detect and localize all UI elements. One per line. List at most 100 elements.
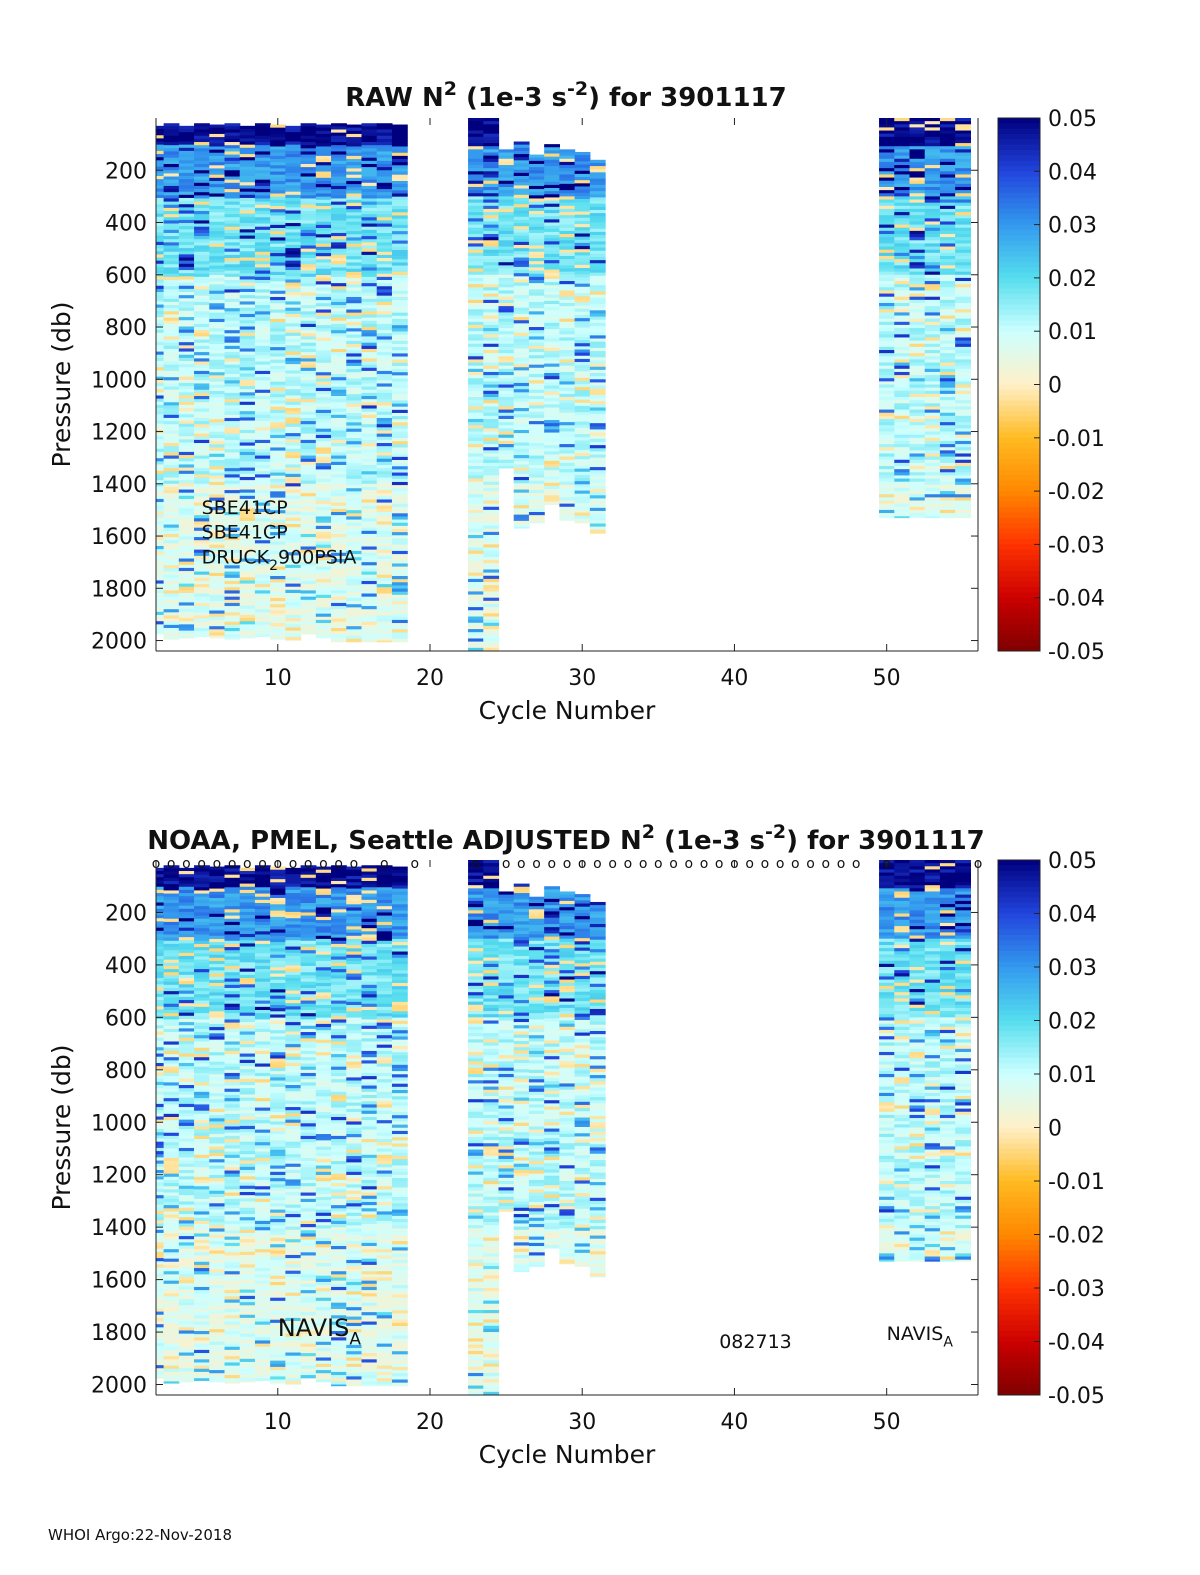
n2-cell: [331, 430, 347, 435]
n2-cell: [361, 427, 378, 431]
n2-cell: [513, 370, 530, 374]
n2-cell: [270, 594, 286, 599]
n2-cell: [194, 320, 210, 325]
n2-cell: [270, 184, 286, 188]
n2-cell: [178, 555, 195, 559]
n2-cell: [285, 301, 302, 305]
colorbar-segment: [998, 389, 1040, 396]
n2-cell: [300, 493, 317, 497]
n2-cell: [254, 311, 271, 315]
n2-cell: [178, 232, 195, 236]
n2-cell: [254, 577, 271, 582]
n2-cell: [376, 599, 393, 604]
n2-cell: [376, 414, 393, 419]
n2-cell: [331, 590, 347, 594]
n2-cell: [483, 469, 500, 473]
n2-cell: [209, 309, 226, 314]
n2-cell: [559, 418, 576, 423]
n2-cell: [574, 405, 591, 410]
n2-cell: [156, 210, 165, 215]
n2-cell: [939, 412, 956, 417]
n2-cell: [331, 182, 347, 187]
n2-cell: [544, 194, 560, 198]
n2-cell: [924, 378, 941, 382]
n2-cell: [879, 475, 895, 479]
n2-cell: [194, 383, 210, 387]
n2-cell: [285, 260, 302, 265]
n2-cell: [163, 298, 180, 303]
profile-column-cycle-8: [239, 125, 256, 639]
n2-cell: [194, 198, 210, 203]
n2-cell: [955, 118, 971, 122]
n2-cell: [300, 245, 317, 250]
n2-cell: [178, 536, 195, 541]
n2-cell: [285, 426, 302, 431]
n2-cell: [156, 160, 165, 164]
n2-cell: [156, 589, 165, 594]
n2-cell: [300, 383, 317, 387]
n2-cell: [239, 307, 256, 312]
n2-cell: [194, 464, 210, 469]
n2-cell: [879, 315, 895, 320]
n2-cell: [315, 422, 332, 426]
n2-cell: [924, 127, 941, 131]
n2-cell: [315, 265, 332, 270]
n2-cell: [955, 171, 971, 175]
n2-cell: [239, 323, 256, 327]
n2-cell: [528, 348, 545, 353]
n2-cell: [909, 312, 926, 316]
n2-cell: [156, 880, 165, 885]
n2-cell: [209, 425, 226, 430]
n2-cell: [163, 286, 180, 290]
n2-cell: [376, 405, 393, 409]
n2-cell: [254, 270, 271, 275]
n2-cell: [391, 387, 408, 392]
n2-cell: [178, 636, 195, 639]
n2-cell: [163, 245, 180, 250]
n2-cell: [315, 400, 332, 404]
n2-cell: [346, 152, 363, 157]
n2-cell: [194, 195, 210, 199]
n2-cell: [955, 262, 971, 266]
n2-cell: [955, 186, 971, 191]
n2-cell: [468, 218, 484, 222]
n2-cell: [361, 480, 378, 485]
n2-cell: [315, 431, 332, 436]
n2-cell: [224, 333, 241, 337]
n2-cell: [300, 540, 317, 544]
n2-cell: [239, 260, 256, 265]
n2-cell: [163, 486, 180, 491]
n2-cell: [483, 274, 500, 279]
n2-cell: [939, 459, 956, 464]
n2-cell: [361, 333, 378, 337]
n2-cell: [331, 574, 347, 579]
n2-cell: [544, 432, 560, 437]
n2-cell: [315, 469, 332, 473]
n2-cell: [909, 186, 926, 191]
n2-cell: [300, 232, 317, 237]
n2-cell: [483, 481, 500, 486]
n2-cell: [574, 155, 591, 159]
n2-cell: [498, 196, 515, 200]
n2-cell: [391, 171, 408, 176]
n2-cell: [254, 628, 271, 632]
n2-cell: [909, 281, 926, 285]
n2-cell: [178, 172, 195, 177]
n2-cell: [163, 270, 180, 275]
n2-cell: [224, 389, 241, 394]
n2-cell: [924, 212, 941, 216]
n2-cell: [224, 546, 241, 551]
n2-cell: [285, 216, 302, 221]
n2-cell: [156, 411, 165, 415]
n2-cell: [483, 208, 500, 213]
n2-cell: [315, 572, 332, 577]
n2-cell: [468, 359, 484, 363]
n2-cell: [163, 154, 180, 159]
n2-cell: [331, 486, 347, 491]
n2-cell: [513, 176, 530, 180]
n2-cell: [955, 296, 971, 301]
n2-cell: [163, 182, 180, 187]
n2-cell: [879, 422, 895, 426]
n2-cell: [909, 434, 926, 439]
colorbar-segment: [998, 133, 1040, 140]
